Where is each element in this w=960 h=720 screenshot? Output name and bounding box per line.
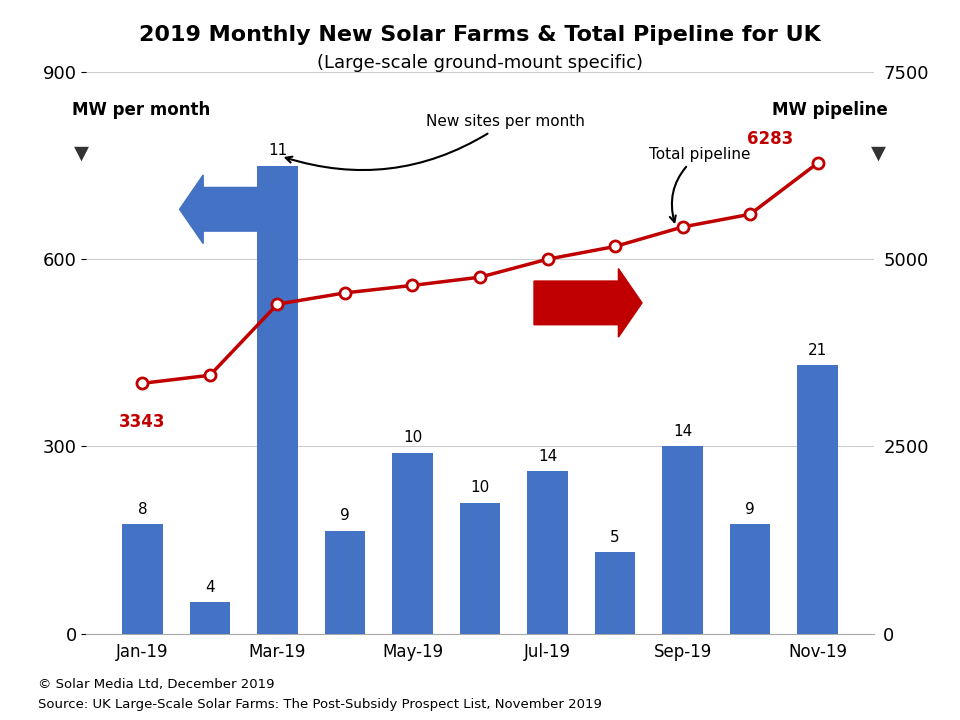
Text: © Solar Media Ltd, December 2019: © Solar Media Ltd, December 2019	[38, 678, 275, 691]
Text: 5: 5	[611, 530, 620, 545]
Bar	[257, 166, 298, 634]
Text: Source: UK Large-Scale Solar Farms: The Post-Subsidy Prospect List, November 201: Source: UK Large-Scale Solar Farms: The …	[38, 698, 602, 711]
Bar	[798, 365, 838, 634]
Text: 10: 10	[403, 430, 422, 445]
Bar	[527, 472, 567, 634]
Text: 6283: 6283	[747, 130, 793, 148]
Text: 9: 9	[340, 508, 349, 523]
Text: ▼: ▼	[871, 144, 886, 163]
Bar	[324, 531, 365, 634]
Bar	[190, 603, 230, 634]
Text: (Large-scale ground-mount specific): (Large-scale ground-mount specific)	[317, 54, 643, 72]
Bar	[730, 524, 770, 634]
Text: 3343: 3343	[119, 413, 165, 431]
Bar	[595, 552, 636, 634]
FancyArrow shape	[180, 175, 281, 243]
Text: 14: 14	[673, 424, 692, 439]
Bar	[662, 446, 703, 634]
Bar	[460, 503, 500, 634]
Text: Total pipeline: Total pipeline	[649, 147, 751, 222]
Text: 2019 Monthly New Solar Farms & Total Pipeline for UK: 2019 Monthly New Solar Farms & Total Pip…	[139, 25, 821, 45]
Bar	[393, 453, 433, 634]
Text: MW pipeline: MW pipeline	[772, 101, 888, 119]
Text: MW per month: MW per month	[72, 101, 210, 119]
Text: 14: 14	[538, 449, 557, 464]
Text: 9: 9	[745, 502, 755, 517]
Text: ▼: ▼	[74, 144, 89, 163]
Text: 4: 4	[205, 580, 215, 595]
Text: 10: 10	[470, 480, 490, 495]
Text: New sites per month: New sites per month	[286, 114, 585, 170]
Bar	[122, 524, 162, 634]
Text: 8: 8	[137, 502, 147, 517]
Text: 11: 11	[268, 143, 287, 158]
Text: 21: 21	[808, 343, 828, 358]
FancyArrow shape	[534, 269, 642, 337]
